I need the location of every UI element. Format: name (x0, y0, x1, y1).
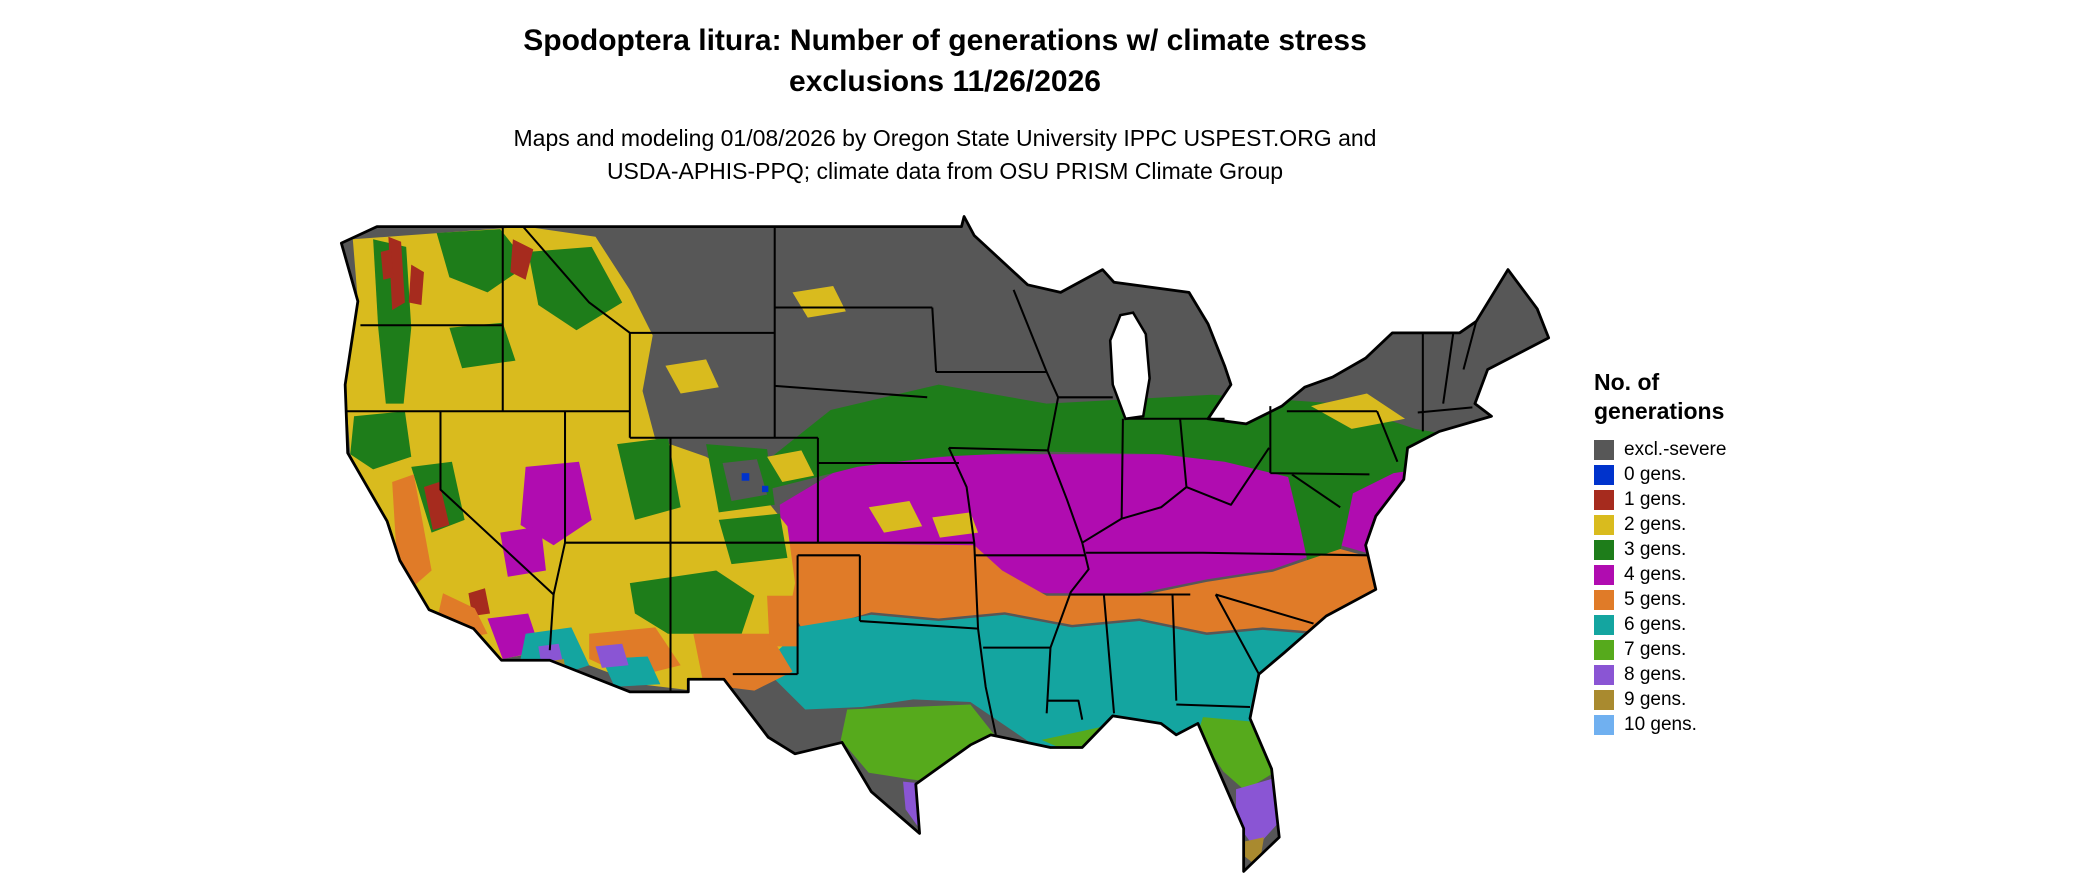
legend-swatch (1594, 490, 1614, 510)
legend: No. of generations excl.-severe 0 gens. … (1594, 368, 1894, 738)
region-9-gens (913, 828, 1264, 868)
region-3-gens-newengland-patch (1420, 432, 1494, 465)
legend-swatch (1594, 615, 1614, 635)
legend-label: 0 gens. (1624, 464, 1687, 485)
legend-item-2-gens: 2 gens. (1594, 513, 1894, 538)
legend-label: 6 gens. (1624, 614, 1687, 635)
legend-item-6-gens: 6 gens. (1594, 613, 1894, 638)
legend-swatch (1594, 665, 1614, 685)
map-title-line1: Spodoptera litura: Number of generations… (523, 24, 1367, 57)
legend-label: excl.-severe (1624, 439, 1727, 460)
legend-swatch (1594, 465, 1614, 485)
region-3-gens-west-patches (350, 229, 788, 634)
legend-item-4-gens: 4 gens. (1594, 563, 1894, 588)
legend-label: 5 gens. (1624, 589, 1687, 610)
lake-michigan (1108, 311, 1151, 421)
legend-item-10-gens: 10 gens. (1594, 713, 1894, 738)
region-1-gens-west-patches (380, 236, 534, 616)
map-subtitle: Maps and modeling 01/08/2026 by Oregon S… (0, 122, 1890, 189)
map-title-line2: exclusions 11/26/2026 (789, 65, 1101, 99)
legend-item-8-gens: 8 gens. (1594, 663, 1894, 688)
conus-map (335, 214, 1555, 884)
legend-item-1-gens: 1 gens. (1594, 488, 1894, 513)
region-10-gens (1216, 868, 1233, 872)
region-5-gens-band (782, 542, 1511, 634)
state-borders (346, 225, 1478, 736)
legend-label: 10 gens. (1624, 714, 1697, 735)
legend-item-0-gens: 0 gens. (1594, 463, 1894, 488)
legend-swatch (1594, 590, 1614, 610)
legend-item-3-gens: 3 gens. (1594, 538, 1894, 563)
region-8-gens (903, 777, 1278, 849)
us-outline (339, 215, 1551, 873)
map-subtitle-line2: USDA-APHIS-PPQ; climate data from OSU PR… (606, 158, 1284, 185)
legend-label: 4 gens. (1624, 564, 1687, 585)
legend-item-9-gens: 9 gens. (1594, 688, 1894, 713)
legend-swatch (1594, 540, 1614, 560)
legend-item-excl-severe: excl.-severe (1594, 438, 1894, 463)
legend-label: 8 gens. (1624, 664, 1687, 685)
region-3-gens-band (709, 384, 1545, 584)
legend-swatch (1594, 440, 1614, 460)
map-subtitle-line1: Maps and modeling 01/08/2026 by Oregon S… (513, 125, 1377, 151)
legend-label: 1 gens. (1624, 489, 1687, 510)
legend-title-line1: No. of (1594, 369, 1660, 395)
legend-label: 7 gens. (1624, 639, 1687, 660)
legend-swatch (1594, 515, 1614, 535)
legend-swatch (1594, 640, 1614, 660)
map-title: Spodoptera litura: Number of generations… (0, 20, 1890, 103)
conus-map-svg (339, 215, 1551, 873)
legend-title: No. of generations (1594, 368, 1894, 426)
legend-title-line2: generations (1594, 397, 1725, 424)
legend-swatch (1594, 565, 1614, 585)
legend-label: 2 gens. (1624, 514, 1687, 535)
region-0-gens-dots (741, 473, 769, 493)
legend-item-7-gens: 7 gens. (1594, 638, 1894, 663)
legend-swatch (1594, 715, 1614, 735)
region-4-gens-west-patches (487, 461, 592, 659)
legend-item-5-gens: 5 gens. (1594, 588, 1894, 613)
legend-label: 3 gens. (1624, 539, 1687, 560)
legend-swatch (1594, 690, 1614, 710)
legend-label: 9 gens. (1624, 689, 1687, 710)
